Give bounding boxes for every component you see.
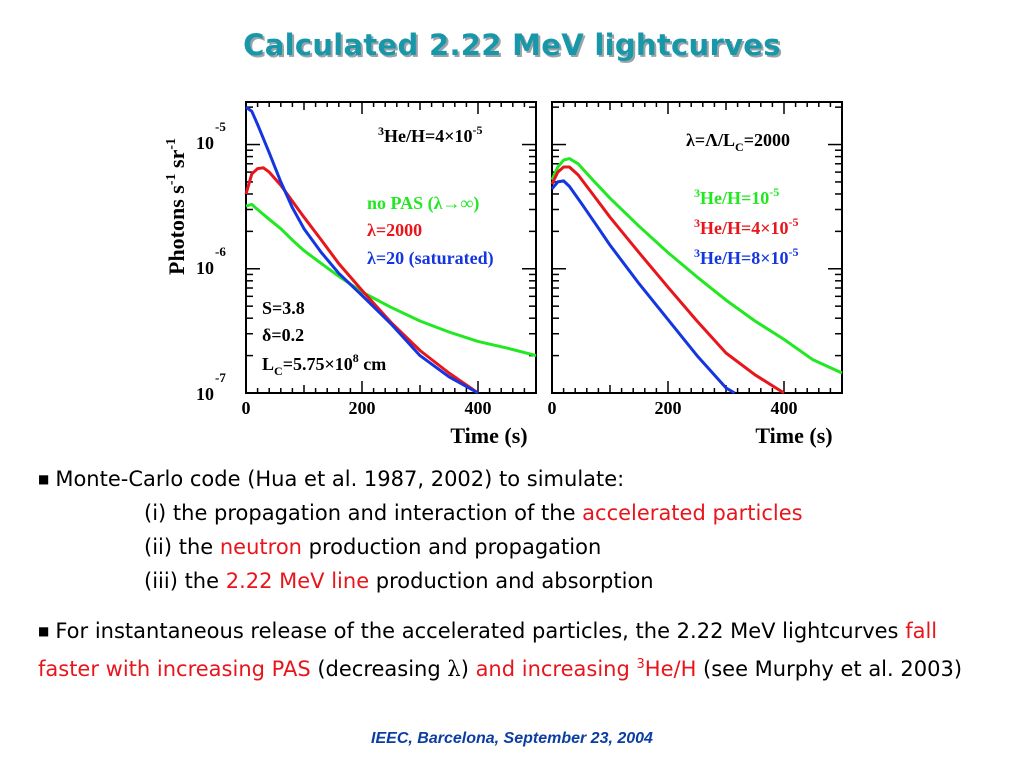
bullet-1-item-i: (i) the propagation and interaction of t… [144,501,803,525]
series-line--2000 [244,166,479,395]
series-line-no-pas- [245,202,537,358]
lightcurve-charts: Photons s-1 sr-1 10-5 10-6 10-7 0 200 40… [164,101,843,448]
right-legend: 3He/H=10-5 3He/H=4×10-5 3He/H=8×10-5 [694,185,799,268]
right-legend-green: 3He/H=10-5 [694,185,779,208]
bullet-square-icon: ■ [38,472,50,486]
right-annotation: λ=Λ/LC=2000 [686,130,790,154]
left-panel: 0 200 400 Time (s) 3He/H=4×10-5 no PAS (… [242,101,537,448]
left-x-tick-0: 0 [242,398,251,418]
right-x-axis-label: Time (s) [755,423,832,448]
slide-title: Calculated 2.22 MeV lightcurves [243,28,781,62]
footer-text: IEEC, Barcelona, September 23, 2004 [371,730,653,747]
left-annotation: 3He/H=4×10-5 [378,123,483,146]
left-x-tick-400: 400 [465,398,492,418]
series-line-3he-h-8-10-5 [550,179,736,395]
series-line-3he-h-4-10-5 [550,165,785,395]
right-legend-blue: 3He/H=8×10-5 [694,245,799,268]
bullet-list: ■ Monte-Carlo code (Hua et al. 1987, 2002… [38,462,998,686]
y-tick-label-1e-5: 10-5 [196,119,226,153]
left-plot-frame [245,101,537,394]
left-legend-no-pas: no PAS (λ→∞) [367,193,479,214]
left-legend-lambda-2000: λ=2000 [367,220,422,240]
right-x-tick-0: 0 [548,398,557,418]
left-x-tick-200: 200 [349,398,376,418]
param-lc: LC=5.75×108 cm [262,351,386,378]
left-series-lines [244,105,537,395]
y-tick-label-1e-6: 10-6 [196,244,226,278]
param-delta: δ=0.2 [262,325,304,345]
param-s: S=3.8 [262,298,305,318]
bullet-2: ■ For instantaneous release of the accele… [38,619,963,681]
right-panel: 0 200 400 Time (s) λ=Λ/LC=2000 3He/H=10-… [548,101,843,448]
y-axis-label: Photons s-1 sr-1 [164,138,189,275]
bullet-square-icon: ■ [38,624,50,638]
series-line-3he-h-10-5 [550,157,843,375]
right-axis-ticks [551,102,843,394]
y-tick-labels: 10-5 10-6 10-7 [196,119,226,404]
left-legend: no PAS (λ→∞) λ=2000 λ=20 (saturated) [367,193,494,269]
y-tick-label-1e-7: 10-7 [196,370,226,404]
right-series-lines [550,157,843,395]
right-x-tick-400: 400 [771,398,798,418]
left-x-axis-label: Time (s) [450,423,527,448]
bullet-1: ■ Monte-Carlo code (Hua et al. 1987, 2002… [38,467,625,491]
series-line--20-saturated- [245,105,479,395]
left-params: S=3.8 δ=0.2 LC=5.75×108 cm [262,298,386,378]
left-legend-lambda-20: λ=20 (saturated) [367,248,494,269]
bullet-1-item-iii: (iii) the 2.22 MeV line production and a… [144,569,654,593]
bullet-1-item-ii: (ii) the neutron production and propagat… [144,535,602,559]
right-legend-red: 3He/H=4×10-5 [694,215,799,238]
right-plot-frame [551,101,843,394]
right-x-tick-200: 200 [655,398,682,418]
